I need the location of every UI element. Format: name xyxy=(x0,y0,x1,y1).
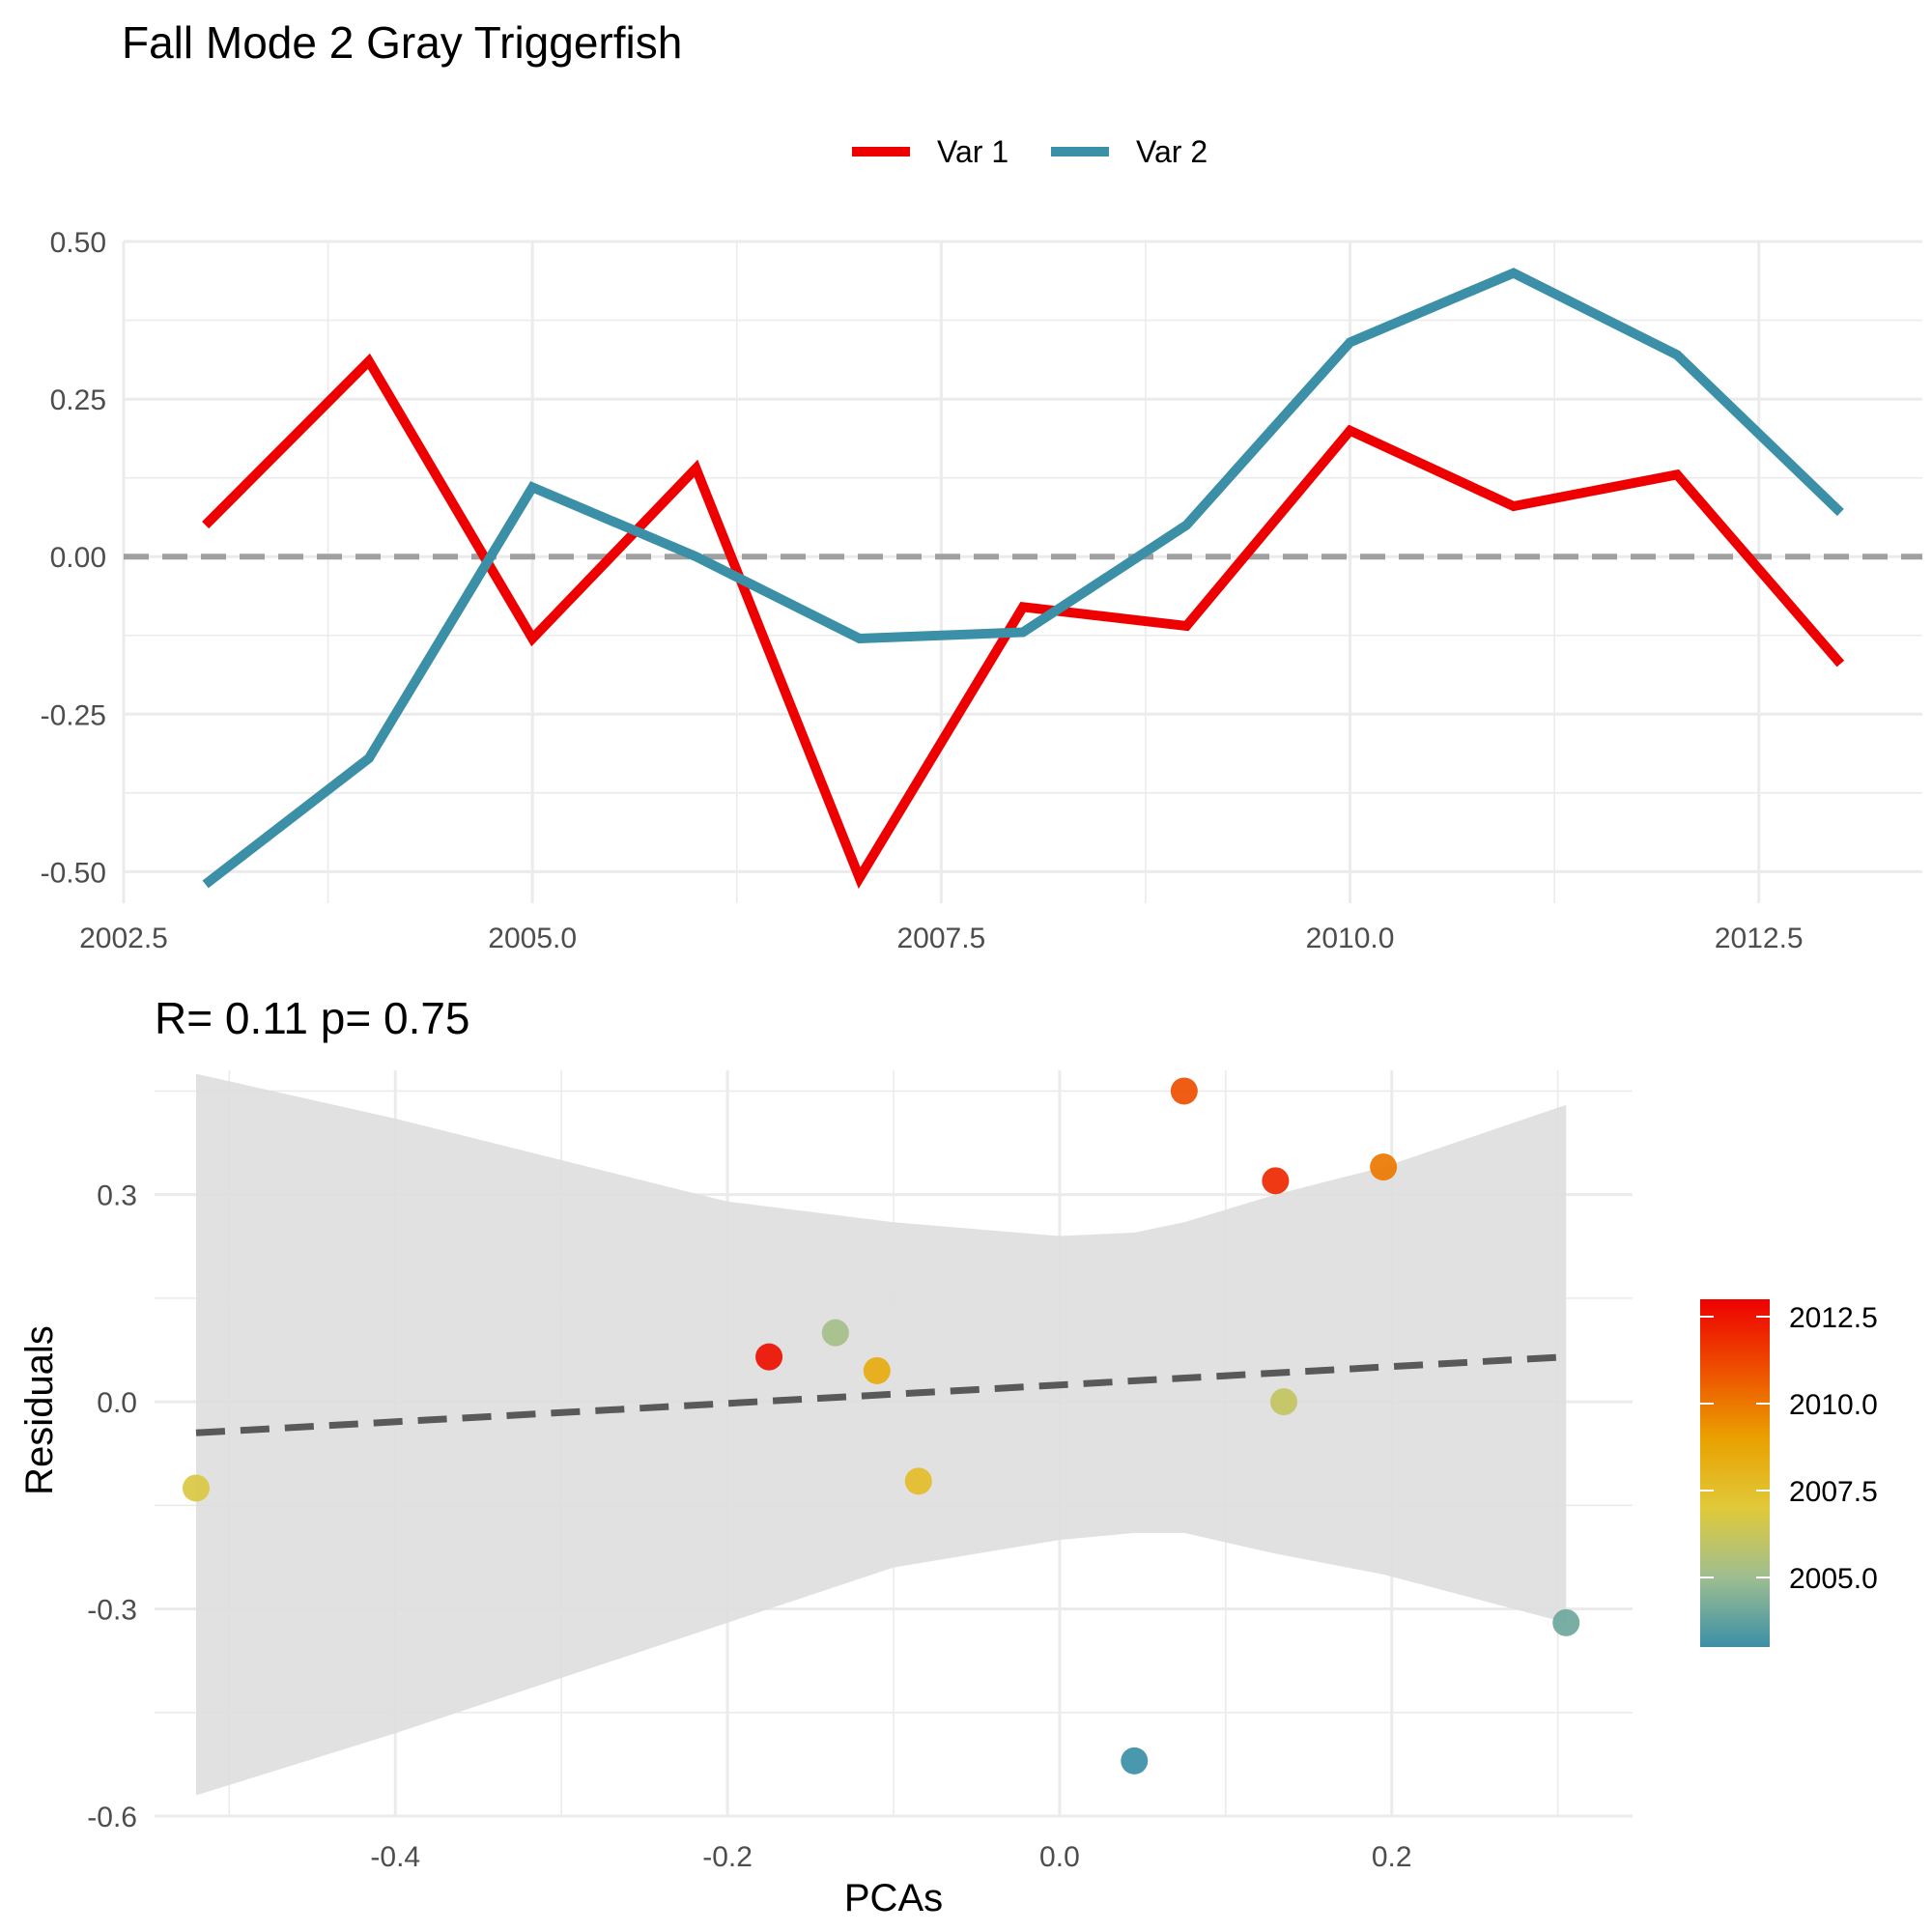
x-tick-label: 2002.5 xyxy=(79,923,168,954)
y-tick-label: 0.3 xyxy=(97,1180,137,1212)
x-tick-label: 2012.5 xyxy=(1715,923,1804,954)
legend-label: Var 2 xyxy=(1136,134,1208,169)
time-series-x-ticks: 2002.5 2005.0 2007.5 2010.0 2012.5 xyxy=(79,923,1803,954)
y-tick-label: 0.00 xyxy=(50,542,106,574)
colorbar-tick-label: 2007.5 xyxy=(1789,1476,1878,1508)
scatter-point xyxy=(863,1356,891,1384)
legend-label: Var 1 xyxy=(937,134,1009,169)
y-tick-label: 0.0 xyxy=(97,1387,137,1419)
y-tick-label: 0.50 xyxy=(50,227,106,259)
colorbar-tick-label: 2005.0 xyxy=(1789,1563,1878,1595)
scatter-point xyxy=(1552,1608,1580,1636)
y-tick-label: -0.6 xyxy=(87,1802,137,1833)
scatter-title: R= 0.11 p= 0.75 xyxy=(155,993,470,1043)
scatter-x-ticks: -0.4 -0.2 0.0 0.2 xyxy=(370,1841,1411,1873)
scatter-x-axis-label: PCAs xyxy=(844,1877,943,1919)
colorbar-gradient xyxy=(1700,1299,1770,1647)
x-tick-label: -0.2 xyxy=(702,1841,753,1873)
x-tick-label: 0.2 xyxy=(1372,1841,1412,1873)
scatter-point xyxy=(1262,1167,1290,1195)
scatter-point xyxy=(1170,1077,1198,1105)
x-tick-label: 2005.0 xyxy=(488,923,577,954)
scatter-point xyxy=(1370,1153,1398,1181)
year-colorbar: 2005.0 2007.5 2010.0 2012.5 xyxy=(1700,1299,1878,1647)
scatter-point xyxy=(1121,1747,1149,1775)
confidence-band-area xyxy=(195,1073,1567,1796)
scatter-y-ticks: -0.6 -0.3 0.0 0.3 xyxy=(87,1180,137,1833)
y-tick-label: 0.25 xyxy=(50,384,106,416)
y-tick-label: -0.50 xyxy=(41,857,106,889)
time-series-y-ticks: -0.50 -0.25 0.00 0.25 0.50 xyxy=(41,227,106,889)
scatter-point xyxy=(821,1319,849,1347)
y-tick-label: -0.25 xyxy=(41,699,106,731)
scatter-y-axis-label: Residuals xyxy=(18,1325,61,1495)
colorbar-tick-label: 2010.0 xyxy=(1789,1389,1878,1421)
scatter-point xyxy=(904,1467,932,1495)
scatter-point xyxy=(1269,1388,1297,1416)
figure-title: Fall Mode 2 Gray Triggerfish xyxy=(122,17,682,68)
fit-line xyxy=(195,1353,1567,1436)
regression-line xyxy=(195,1353,1567,1436)
time-series-lines xyxy=(124,268,1922,890)
x-tick-label: 0.0 xyxy=(1039,1841,1080,1873)
time-series-chart: Var 1 Var 2 2002.5 2005.0 2007.5 2010.0 2012.… xyxy=(41,134,1922,954)
scatter-points xyxy=(182,1077,1580,1775)
x-tick-label: 2010.0 xyxy=(1306,923,1395,954)
scatter-point xyxy=(755,1343,783,1371)
y-tick-label: -0.3 xyxy=(87,1595,137,1627)
x-tick-label: -0.4 xyxy=(370,1841,420,1873)
series-line-var-2 xyxy=(202,268,1844,889)
series-line-var-1 xyxy=(202,353,1845,890)
x-tick-label: 2007.5 xyxy=(896,923,985,954)
scatter-point xyxy=(182,1474,210,1502)
time-series-legend: Var 1 Var 2 xyxy=(852,134,1208,169)
colorbar-tick-label: 2012.5 xyxy=(1789,1302,1878,1334)
confidence-band xyxy=(195,1073,1567,1796)
scatter-chart: R= 0.11 p= 0.75 -0.4 -0.2 0.0 0.2 -0.6 -0.3 0… xyxy=(18,993,1878,1919)
